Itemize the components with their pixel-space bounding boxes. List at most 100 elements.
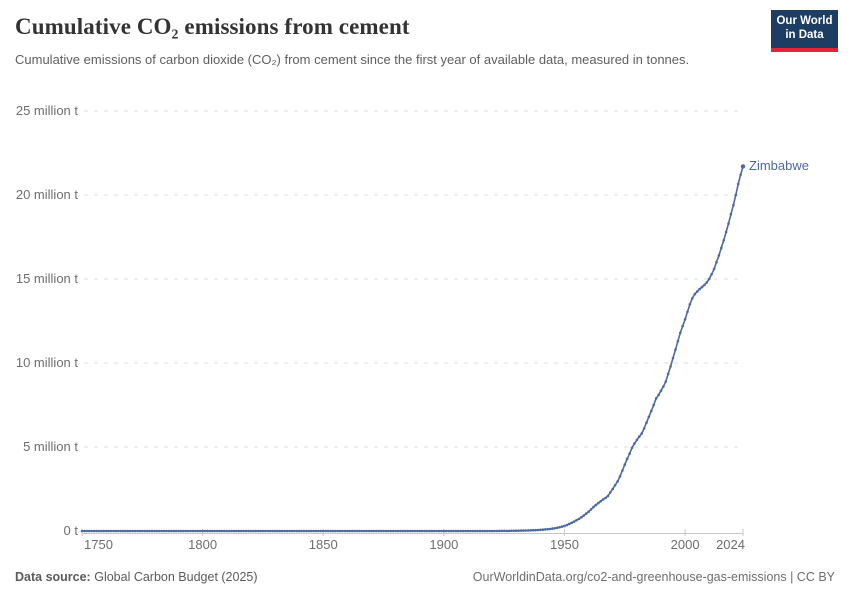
data-point-marker — [471, 529, 475, 533]
data-point-marker — [432, 529, 436, 533]
data-point-marker — [539, 528, 542, 532]
series-path[interactable] — [82, 166, 744, 532]
series-line-zimbabwe[interactable] — [80, 164, 746, 533]
data-point-marker — [577, 517, 581, 521]
data-point-marker — [519, 529, 523, 532]
data-point-marker — [700, 285, 704, 289]
data-point-marker — [440, 529, 443, 533]
data-point-marker — [437, 529, 441, 533]
data-point-marker — [534, 528, 537, 532]
data-point-marker — [693, 292, 697, 296]
y-tick-label: 25 million t — [15, 103, 78, 118]
data-point-marker — [546, 527, 549, 531]
data-point-marker — [379, 529, 383, 533]
data-point-marker — [486, 529, 489, 533]
data-point-marker — [104, 529, 108, 533]
data-point-marker — [256, 529, 260, 533]
data-point-marker — [237, 529, 241, 533]
data-point-marker — [452, 529, 455, 533]
data-point-marker — [102, 529, 105, 533]
data-point-marker — [133, 529, 137, 533]
data-point-marker — [710, 273, 713, 276]
data-point-marker — [131, 529, 134, 533]
data-point-marker — [686, 310, 689, 314]
data-point-marker — [411, 529, 414, 533]
x-tick-label: 1850 — [308, 537, 338, 552]
data-point-marker — [659, 389, 663, 393]
data-point-marker — [326, 529, 330, 533]
data-point-marker — [377, 529, 381, 533]
data-point-marker — [247, 529, 250, 533]
data-point-marker — [189, 529, 192, 533]
data-point-marker — [90, 529, 93, 533]
data-point-marker — [514, 529, 518, 532]
data-point-marker — [116, 529, 120, 533]
data-point-marker — [372, 529, 376, 533]
data-point-marker — [126, 529, 130, 533]
data-point-marker — [647, 415, 651, 419]
owid-logo[interactable]: Our World in Data — [771, 10, 838, 52]
chart-title: Cumulative CO₂ emissions from cement — [15, 14, 410, 39]
data-point-marker — [628, 452, 631, 456]
data-point-marker — [288, 529, 291, 533]
data-point-marker — [664, 380, 668, 383]
series-end-label-zimbabwe[interactable]: Zimbabwe — [749, 158, 809, 174]
data-point-marker — [642, 427, 646, 430]
data-point-marker — [630, 446, 634, 450]
data-point-marker — [290, 529, 294, 533]
data-point-marker — [732, 203, 735, 207]
data-point-marker — [165, 529, 168, 533]
data-point-marker — [184, 529, 187, 533]
data-point-marker — [141, 529, 144, 533]
data-point-marker — [244, 529, 248, 533]
data-point-marker — [461, 529, 465, 533]
data-point-marker — [445, 529, 448, 533]
data-point-marker — [394, 529, 397, 533]
data-point-marker — [302, 529, 306, 533]
footer-credit-link[interactable]: OurWorldinData.org/co2-and-greenhouse-ga… — [472, 570, 835, 584]
x-tick-label: 1750 — [84, 537, 113, 552]
data-point-marker — [599, 500, 602, 503]
data-point-marker — [572, 520, 576, 523]
data-point-marker — [107, 529, 110, 533]
data-point-marker — [170, 529, 173, 533]
data-point-marker — [160, 529, 163, 533]
data-point-marker — [613, 484, 617, 487]
data-point-marker — [114, 529, 118, 533]
data-point-marker — [425, 529, 429, 533]
data-point-marker — [418, 529, 422, 533]
data-point-marker — [167, 529, 171, 533]
data-point-marker — [707, 277, 711, 281]
data-point-marker — [112, 529, 115, 533]
data-point-marker — [95, 529, 98, 533]
data-point-marker — [729, 213, 733, 216]
data-point-marker — [268, 529, 272, 533]
data-point-marker — [512, 529, 516, 533]
x-tick-label: 2024 — [716, 537, 745, 552]
data-point-marker — [230, 529, 233, 533]
y-tick-label: 15 million t — [15, 271, 78, 286]
data-point-marker — [223, 529, 226, 533]
data-point-marker — [309, 529, 313, 533]
data-point-marker — [387, 529, 390, 533]
data-point-marker — [353, 529, 356, 533]
owid-logo-line1: Our World — [776, 15, 833, 28]
data-point-marker — [430, 529, 434, 533]
data-point-marker — [691, 297, 694, 300]
data-point-marker — [597, 501, 600, 505]
data-point-marker — [155, 529, 159, 533]
data-point-marker — [570, 521, 573, 525]
data-point-marker — [568, 522, 571, 526]
data-point-marker — [609, 491, 612, 494]
data-point-marker — [307, 529, 311, 533]
data-point-marker — [536, 528, 540, 532]
data-point-marker — [145, 529, 149, 533]
data-point-marker — [640, 432, 643, 435]
data-point-marker — [580, 515, 583, 519]
data-point-marker — [478, 529, 482, 533]
data-point-marker — [382, 529, 385, 533]
data-point-marker — [215, 529, 219, 533]
data-point-marker — [220, 529, 224, 533]
data-point-marker — [85, 529, 89, 533]
data-point-marker — [365, 529, 369, 533]
